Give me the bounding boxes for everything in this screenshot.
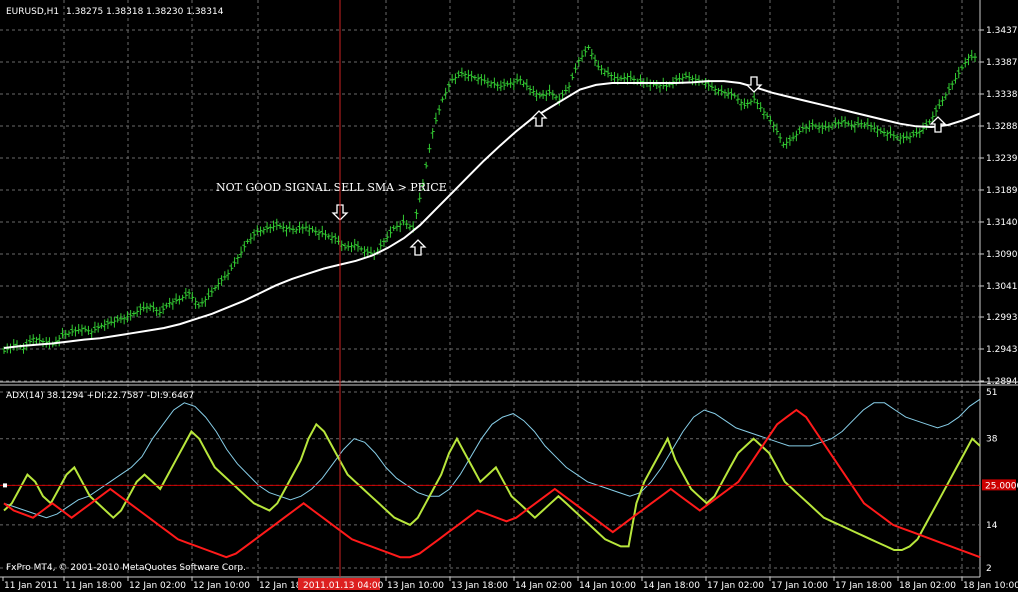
- chart-symbol-label: EURUSD,H1: [6, 7, 59, 17]
- price-tick-label: 1.32885: [986, 122, 1018, 132]
- adx-tick-label: 14: [986, 521, 998, 531]
- time-tick-label: 14 Jan 02:00: [515, 581, 572, 591]
- time-tick-label: 11 Jan 18:00: [65, 581, 122, 591]
- sell-arrow-icon: [745, 76, 763, 93]
- buy-arrow-icon: [409, 239, 427, 256]
- price-tick-label: 1.29930: [986, 313, 1018, 323]
- buy-arrow-icon: [530, 110, 548, 127]
- price-tick-label: 1.31400: [986, 218, 1018, 228]
- price-grid: [0, 0, 980, 577]
- crosshair-time-box: [298, 578, 380, 590]
- price-tick-label: 1.30905: [986, 250, 1018, 260]
- time-tick-label: 17 Jan 18:00: [835, 581, 892, 591]
- time-tick-label: 12 Jan 18: [259, 581, 302, 591]
- time-tick-label: 12 Jan 02:00: [129, 581, 186, 591]
- time-tick-label: 13 Jan 18:00: [451, 581, 508, 591]
- time-tick-label: 13 Jan 10:00: [387, 581, 444, 591]
- adx-tick-label: 51: [986, 388, 997, 398]
- crosshair-time-label: 2011.01.13 04:00: [303, 581, 384, 591]
- price-tick-label: 1.29435: [986, 345, 1018, 355]
- price-tick-label: 1.30410: [986, 282, 1018, 292]
- adx-line: [3, 398, 981, 519]
- minus-di-line: [3, 408, 981, 559]
- buy-arrow-icon: [929, 116, 947, 133]
- annotation-text: NOT GOOD SIGNAL SELL SMA > PRICE: [216, 181, 447, 194]
- adx-panel[interactable]: 513825142 25.0000 ADX(14) 38.1294 +DI:22…: [0, 388, 1018, 574]
- time-tick-label: 11 Jan 2011: [4, 581, 58, 591]
- price-tick-label: 1.34370: [986, 26, 1018, 36]
- price-tick-label: 1.31895: [986, 186, 1018, 196]
- price-tick-label: 1.33875: [986, 58, 1018, 68]
- time-tick-label: 18 Jan 10:00: [963, 581, 1018, 591]
- plus-di-line: [3, 422, 981, 551]
- adx-level-label: 25.0000: [985, 481, 1018, 491]
- time-tick-label: 18 Jan 02:00: [899, 581, 956, 591]
- adx-tick-label: 2: [986, 564, 992, 574]
- price-tick-label: 1.33380: [986, 90, 1018, 100]
- time-tick-label: 17 Jan 02:00: [707, 581, 764, 591]
- price-panel[interactable]: 1.34370 1.33875 1.33380 1.32885 1.32390 1.318…: [0, 0, 1018, 577]
- time-tick-label: 14 Jan 10:00: [579, 581, 636, 591]
- watermark: FxPro MT4, © 2001-2010 MetaQuotes Softwa…: [6, 563, 246, 573]
- time-tick-label: 12 Jan 10:00: [193, 581, 250, 591]
- adx-tick-label: 38: [986, 435, 998, 445]
- chart-ohlc-label: 1.38275 1.38318 1.38230 1.38314: [66, 7, 224, 17]
- time-tick-label: 17 Jan 10:00: [771, 581, 828, 591]
- sma-line: [3, 80, 981, 349]
- candles: [2, 44, 977, 354]
- adx-title: ADX(14) 38.1294 +DI:22.7587 -DI:9.6467: [6, 391, 194, 401]
- time-axis: 11 Jan 2011 11 Jan 18:00 12 Jan 02:00 12 Ja…: [2, 577, 1018, 591]
- adx-level-left-marker: [3, 483, 7, 488]
- adx-level-box: [982, 479, 1016, 491]
- price-tick-label: 1.32390: [986, 154, 1018, 164]
- time-tick-label: 14 Jan 18:00: [643, 581, 700, 591]
